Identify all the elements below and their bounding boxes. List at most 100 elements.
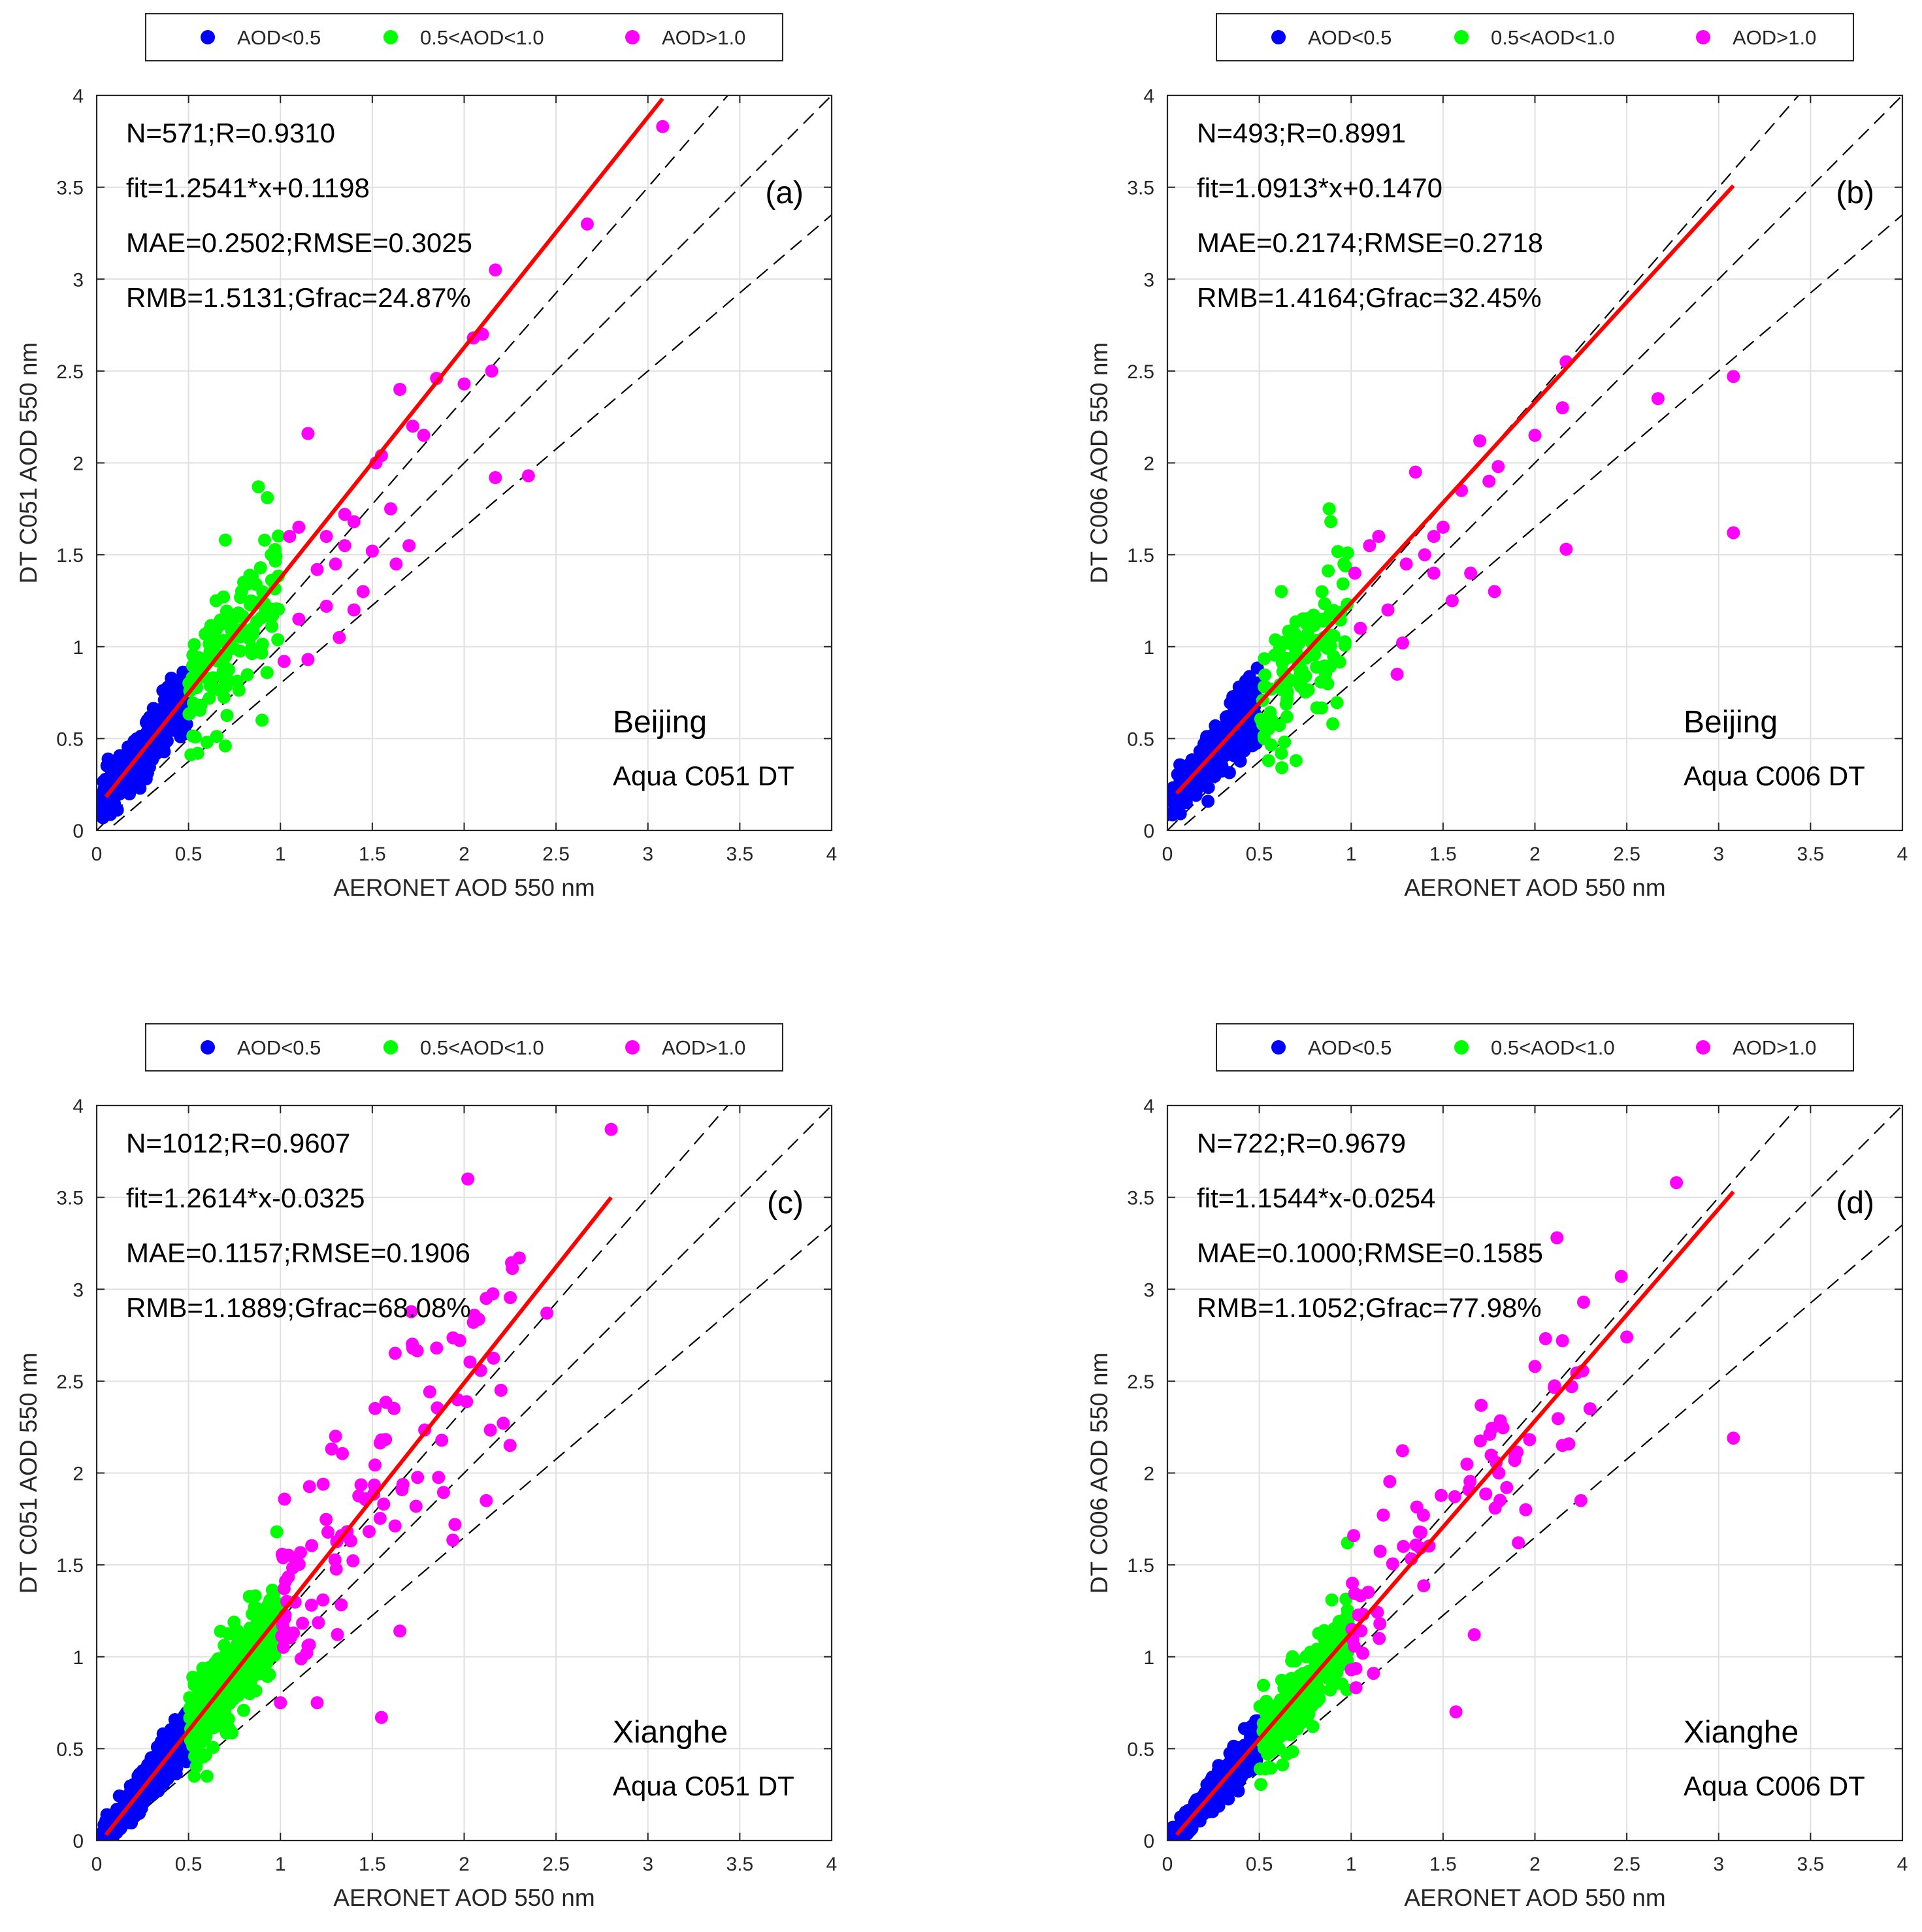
data-point: [1574, 1494, 1588, 1507]
data-point: [1318, 597, 1331, 611]
data-point: [193, 704, 207, 717]
data-point: [1257, 729, 1271, 743]
stats-text: N=493;R=0.8991: [1197, 118, 1406, 148]
y-tick-label: 3.5: [1127, 178, 1154, 199]
x-axis-label: AERONET AOD 550 nm: [1404, 874, 1665, 901]
data-point: [1448, 1490, 1461, 1503]
data-point: [466, 1315, 480, 1329]
data-point: [319, 1513, 333, 1526]
product-label: Aqua C051 DT: [613, 1771, 794, 1801]
data-point: [292, 612, 306, 626]
data-point: [430, 1341, 444, 1355]
data-point: [1193, 1814, 1207, 1827]
data-point: [1473, 1434, 1487, 1448]
data-point: [338, 508, 351, 521]
data-point: [248, 1621, 262, 1635]
data-point: [333, 630, 346, 644]
y-tick-label: 1.5: [1127, 545, 1154, 566]
data-point: [1315, 701, 1328, 715]
data-point: [1276, 1758, 1290, 1772]
data-point: [232, 683, 246, 697]
data-point: [1363, 539, 1376, 553]
data-point: [217, 658, 231, 672]
plot-content: [1167, 95, 1902, 830]
data-point: [252, 480, 265, 494]
data-point: [246, 1671, 259, 1684]
data-point: [1556, 1439, 1569, 1452]
data-point: [377, 1498, 391, 1511]
data-point: [249, 1684, 263, 1697]
legend-marker: [383, 30, 398, 44]
data-point: [263, 1641, 277, 1655]
data-point: [1473, 434, 1487, 448]
data-point: [503, 1439, 517, 1452]
stats-text: fit=1.2614*x-0.0325: [126, 1183, 365, 1213]
chart-panel-b: 00 0.5 0.5 1 1 1.5 1.5 2 2 2.5 2.5 3 3 3.5 3.5 4 4 AERONE…: [1086, 13, 1908, 901]
data-point: [319, 599, 333, 613]
data-point: [276, 1641, 290, 1654]
data-point: [209, 594, 223, 608]
data-point: [1276, 635, 1290, 649]
x-tick-label: 0.5: [175, 1854, 203, 1875]
data-point: [373, 1511, 387, 1525]
data-point: [1376, 1508, 1390, 1522]
y-tick-label: 0: [1143, 821, 1154, 842]
data-point: [234, 591, 248, 604]
data-point: [214, 1624, 227, 1638]
data-point: [1492, 1466, 1506, 1480]
legend-label: 0.5<AOD<1.0: [420, 1036, 544, 1059]
fit-line: [1175, 1190, 1735, 1836]
x-tick-label: 3.5: [1797, 843, 1825, 865]
stats-text: MAE=0.1157;RMSE=0.1906: [126, 1237, 470, 1268]
panel-label: (c): [767, 1186, 804, 1220]
data-point: [1464, 566, 1478, 580]
data-point: [1322, 564, 1335, 578]
data-point: [1333, 655, 1346, 669]
data-point: [1347, 1529, 1361, 1543]
data-point: [1278, 735, 1292, 749]
data-point: [265, 548, 278, 562]
data-point: [1320, 642, 1334, 655]
y-tick-label: 1.5: [56, 1555, 84, 1577]
data-point: [406, 419, 419, 433]
data-point: [187, 1694, 200, 1707]
stats-text: N=571;R=0.9310: [126, 118, 335, 148]
data-point: [242, 1590, 256, 1603]
data-point: [1651, 392, 1665, 406]
stats-text: N=722;R=0.9679: [1197, 1128, 1406, 1158]
data-point: [656, 120, 670, 133]
data-point: [389, 557, 403, 571]
data-point: [1331, 545, 1344, 559]
data-point: [1335, 1677, 1348, 1691]
y-axis-label: DT C006 AOD 550 nm: [1086, 342, 1113, 584]
data-point: [1332, 1614, 1346, 1628]
data-point: [301, 427, 315, 440]
fit-line: [104, 97, 664, 798]
data-point: [354, 1478, 368, 1492]
data-point: [1427, 566, 1441, 580]
data-point: [211, 1652, 225, 1665]
chart-panel-c: 00 0.5 0.5 1 1 1.5 1.5 2 2 2.5 2.5 3 3 3.5 3.5 4 4 AERONE…: [15, 1023, 837, 1911]
data-point: [1372, 530, 1386, 543]
data-point: [365, 544, 379, 558]
data-point: [344, 1534, 357, 1548]
y-tick-label: 0.5: [56, 1739, 84, 1760]
x-tick-label: 2.5: [1613, 843, 1640, 865]
data-point: [448, 1518, 462, 1531]
data-point: [1327, 629, 1341, 643]
data-point: [200, 736, 214, 749]
data-point: [461, 1172, 475, 1186]
site-label: Beijing: [613, 705, 707, 740]
scatter-points: [97, 1122, 618, 1841]
data-point: [1242, 1758, 1256, 1771]
stats-text: MAE=0.2174;RMSE=0.2718: [1197, 227, 1543, 258]
x-tick-label: 1: [275, 1854, 286, 1875]
data-point: [1337, 557, 1351, 570]
data-point: [325, 1442, 338, 1456]
data-point: [1279, 651, 1293, 665]
data-point: [384, 502, 397, 516]
data-point: [1463, 1475, 1477, 1488]
data-point: [1528, 429, 1542, 442]
legend-marker: [201, 1040, 215, 1055]
x-tick-label: 3: [642, 843, 653, 865]
